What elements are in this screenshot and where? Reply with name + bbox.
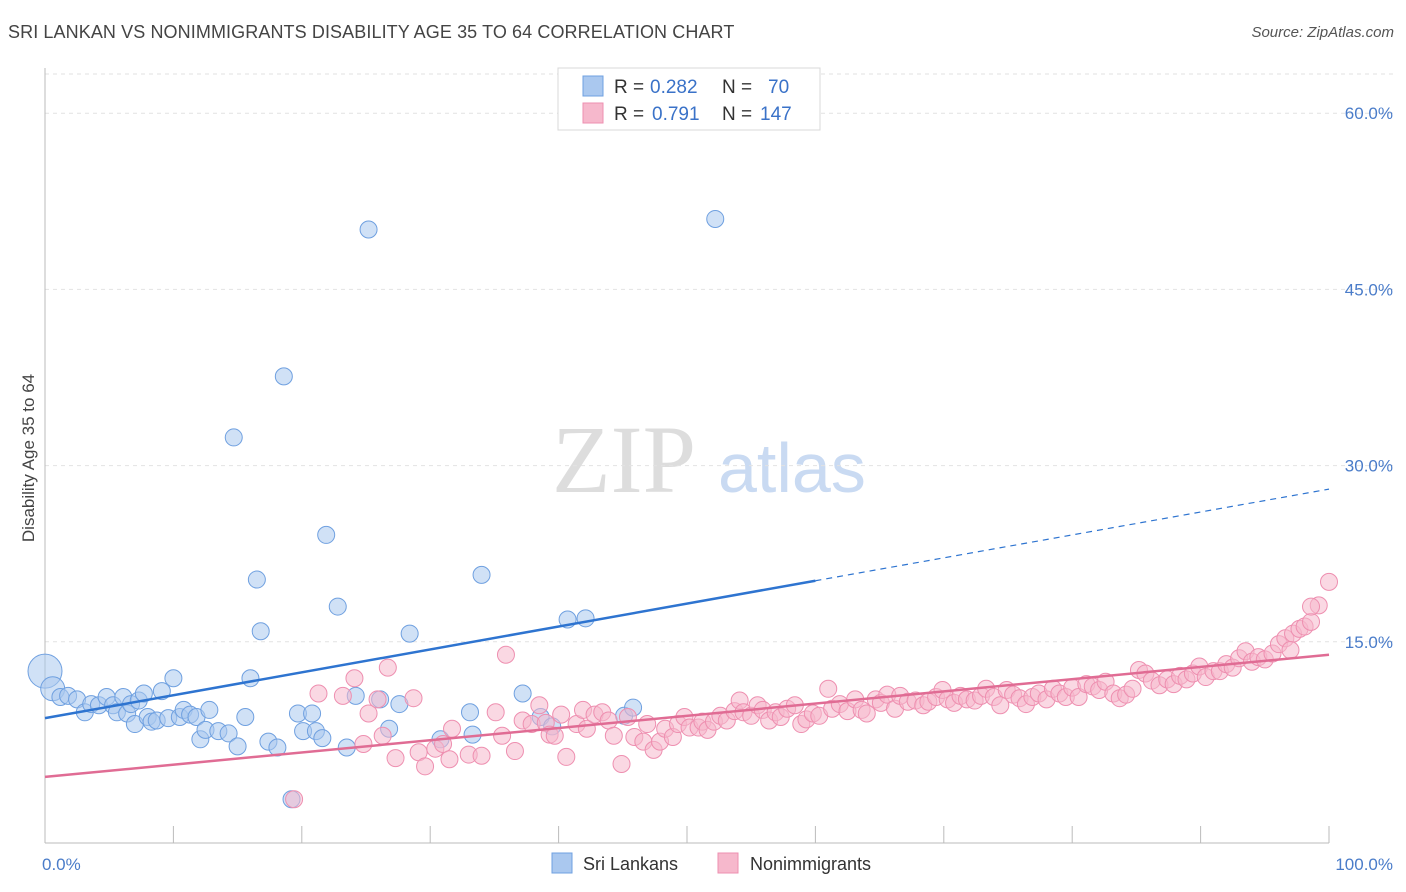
point-0-64	[576, 609, 595, 628]
legend-r-label-2: R =	[614, 104, 644, 125]
bottom-legend-swatch-sri-lankans	[551, 852, 573, 874]
point-1-2	[333, 686, 352, 705]
point-0-57	[461, 703, 480, 722]
point-1-12	[416, 757, 435, 776]
point-1-77	[857, 704, 876, 723]
point-1-5	[359, 704, 378, 723]
point-0-37	[251, 622, 270, 641]
legend-r-value-1: 0.282	[650, 77, 698, 98]
point-1-117	[1123, 679, 1142, 698]
data-points	[27, 209, 1338, 809]
point-0-51	[359, 220, 378, 239]
point-1-0	[285, 790, 304, 809]
point-1-36	[599, 711, 618, 730]
point-0-47	[317, 525, 336, 544]
source-label: Source: ZipAtlas.com	[1251, 24, 1394, 41]
x-tick-label-0: 0.0%	[42, 855, 81, 874]
legend-n-label-1: N =	[722, 77, 752, 98]
point-0-48	[328, 597, 347, 616]
bottom-legend-swatch-nonimmigrants	[717, 852, 739, 874]
point-1-21	[496, 645, 515, 664]
legend-n-label-2: N =	[722, 104, 752, 125]
point-1-148	[1281, 641, 1300, 660]
point-1-25	[530, 696, 549, 715]
legend-swatch-nonimmigrants	[582, 102, 604, 124]
legend-n-value-2: 147	[760, 104, 792, 125]
trend-line-extension-0	[815, 488, 1330, 582]
point-0-44	[303, 704, 322, 723]
point-1-1	[309, 684, 328, 703]
point-0-40	[274, 367, 293, 386]
point-1-144	[1302, 612, 1321, 631]
watermark: ZIP atlas	[552, 406, 866, 513]
point-0-31	[219, 724, 238, 743]
y-axis-label: Disability Age 35 to 64	[19, 374, 38, 542]
point-0-55	[400, 624, 419, 643]
point-1-15	[440, 750, 459, 769]
legend-swatch-sri-lankans	[582, 75, 604, 97]
trend-line-0	[44, 579, 816, 720]
point-0-22	[164, 669, 183, 688]
point-1-22	[505, 742, 524, 761]
point-1-146	[1320, 572, 1338, 591]
point-0-46	[313, 729, 332, 748]
axes	[44, 68, 1330, 844]
chart-title: SRI LANKAN VS NONIMMIGRANTS DISABILITY A…	[8, 22, 735, 42]
point-1-6	[368, 690, 387, 709]
point-0-36	[247, 570, 266, 589]
legend-r-label-1: R =	[614, 77, 644, 98]
bottom-legend: Sri Lankans Nonimmigrants	[551, 852, 871, 874]
bottom-legend-label-sri-lankans: Sri Lankans	[583, 854, 678, 874]
legend: R = 0.282 N = 70 R = 0.791 N = 147	[557, 67, 821, 131]
point-1-16	[443, 719, 462, 738]
point-0-67	[706, 209, 725, 228]
point-1-30	[557, 747, 576, 766]
gridlines	[45, 73, 1395, 643]
point-0-35	[241, 669, 260, 688]
point-0-32	[224, 428, 243, 447]
point-0-33	[228, 737, 247, 756]
x-tick-labels: 0.0% 100.0%	[42, 855, 1393, 874]
legend-n-value-1: 70	[768, 77, 789, 98]
point-0-16	[134, 684, 153, 703]
point-0-34	[236, 707, 255, 726]
point-1-20	[493, 726, 512, 745]
point-1-71	[819, 679, 838, 698]
point-1-10	[404, 689, 423, 708]
series-nonimmigrants	[285, 572, 1338, 809]
series-sri-lankans	[27, 209, 725, 809]
point-1-3	[345, 669, 364, 688]
point-1-8	[378, 658, 397, 677]
point-1-7	[373, 726, 392, 745]
y-tick-label-0: 15.0%	[1345, 633, 1393, 652]
x-tick-label-1: 100.0%	[1335, 855, 1393, 874]
trend-lines	[44, 488, 1330, 779]
point-1-9	[386, 749, 405, 768]
point-0-59	[472, 565, 491, 584]
point-0-29	[200, 700, 219, 719]
point-0-60	[513, 684, 532, 703]
legend-r-value-2: 0.791	[652, 104, 700, 125]
point-1-19	[486, 703, 505, 722]
point-1-147	[1302, 597, 1321, 616]
point-1-38	[612, 754, 631, 773]
watermark-atlas: atlas	[718, 429, 866, 507]
point-1-37	[604, 726, 623, 745]
watermark-zip: ZIP	[552, 406, 696, 513]
y-tick-label-3: 60.0%	[1345, 104, 1393, 123]
point-1-97	[991, 696, 1010, 715]
y-tick-labels: 15.0% 30.0% 45.0% 60.0%	[1345, 104, 1393, 652]
point-1-4	[354, 735, 373, 753]
trend-line-1	[44, 653, 1330, 779]
y-tick-label-2: 45.0%	[1345, 280, 1393, 299]
point-1-29	[552, 705, 571, 724]
point-1-18	[472, 746, 491, 765]
y-tick-label-1: 30.0%	[1345, 457, 1393, 476]
bottom-legend-label-nonimmigrants: Nonimmigrants	[750, 854, 871, 874]
